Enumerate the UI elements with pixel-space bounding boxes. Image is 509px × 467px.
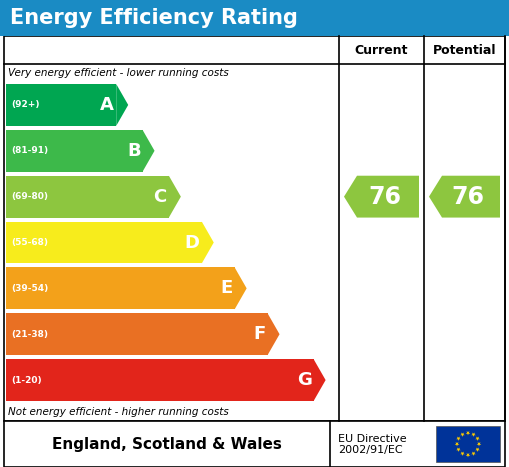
Text: England, Scotland & Wales: England, Scotland & Wales [52, 437, 282, 452]
Bar [6, 313, 268, 355]
Bar [6, 268, 235, 309]
Bar [0, 0, 509, 36]
Text: Potential: Potential [433, 43, 496, 57]
Text: (1-20): (1-20) [11, 375, 42, 384]
Text: Very energy efficient - lower running costs: Very energy efficient - lower running co… [8, 68, 229, 78]
Bar [6, 176, 169, 218]
Text: (69-80): (69-80) [11, 192, 48, 201]
Text: E: E [220, 279, 233, 297]
Bar [436, 426, 500, 462]
Polygon shape [116, 84, 128, 126]
Text: (39-54): (39-54) [11, 284, 48, 293]
Text: G: G [297, 371, 312, 389]
Polygon shape [466, 453, 470, 457]
Polygon shape [460, 452, 465, 456]
Text: (81-91): (81-91) [11, 146, 48, 156]
Polygon shape [456, 447, 461, 452]
Polygon shape [314, 359, 326, 401]
Text: A: A [100, 96, 114, 114]
Polygon shape [477, 442, 482, 446]
Text: (92+): (92+) [11, 100, 40, 109]
Polygon shape [475, 437, 480, 441]
Bar [6, 130, 143, 172]
Polygon shape [202, 221, 214, 263]
Polygon shape [344, 176, 419, 218]
Bar [6, 359, 314, 401]
Text: Current: Current [355, 43, 408, 57]
Text: Not energy efficient - higher running costs: Not energy efficient - higher running co… [8, 407, 229, 417]
Polygon shape [429, 176, 500, 218]
Polygon shape [143, 130, 155, 172]
Polygon shape [169, 176, 181, 218]
Polygon shape [475, 447, 480, 452]
Bar [4, 36, 505, 421]
Text: 76: 76 [368, 184, 401, 209]
Text: 76: 76 [451, 184, 484, 209]
Text: D: D [185, 234, 200, 252]
Text: F: F [253, 325, 266, 343]
Text: B: B [127, 142, 140, 160]
Polygon shape [471, 432, 476, 437]
Text: Energy Efficiency Rating: Energy Efficiency Rating [10, 8, 298, 28]
Bar [6, 221, 202, 263]
Text: C: C [154, 188, 167, 205]
Polygon shape [456, 437, 461, 441]
Polygon shape [235, 268, 247, 309]
Polygon shape [466, 431, 470, 435]
Text: (21-38): (21-38) [11, 330, 48, 339]
Polygon shape [460, 432, 465, 437]
Bar [6, 84, 116, 126]
Polygon shape [471, 452, 476, 456]
Text: EU Directive: EU Directive [338, 434, 407, 444]
Polygon shape [268, 313, 279, 355]
Bar [4, 421, 505, 467]
Polygon shape [455, 442, 459, 446]
Text: (55-68): (55-68) [11, 238, 48, 247]
Text: 2002/91/EC: 2002/91/EC [338, 445, 403, 455]
